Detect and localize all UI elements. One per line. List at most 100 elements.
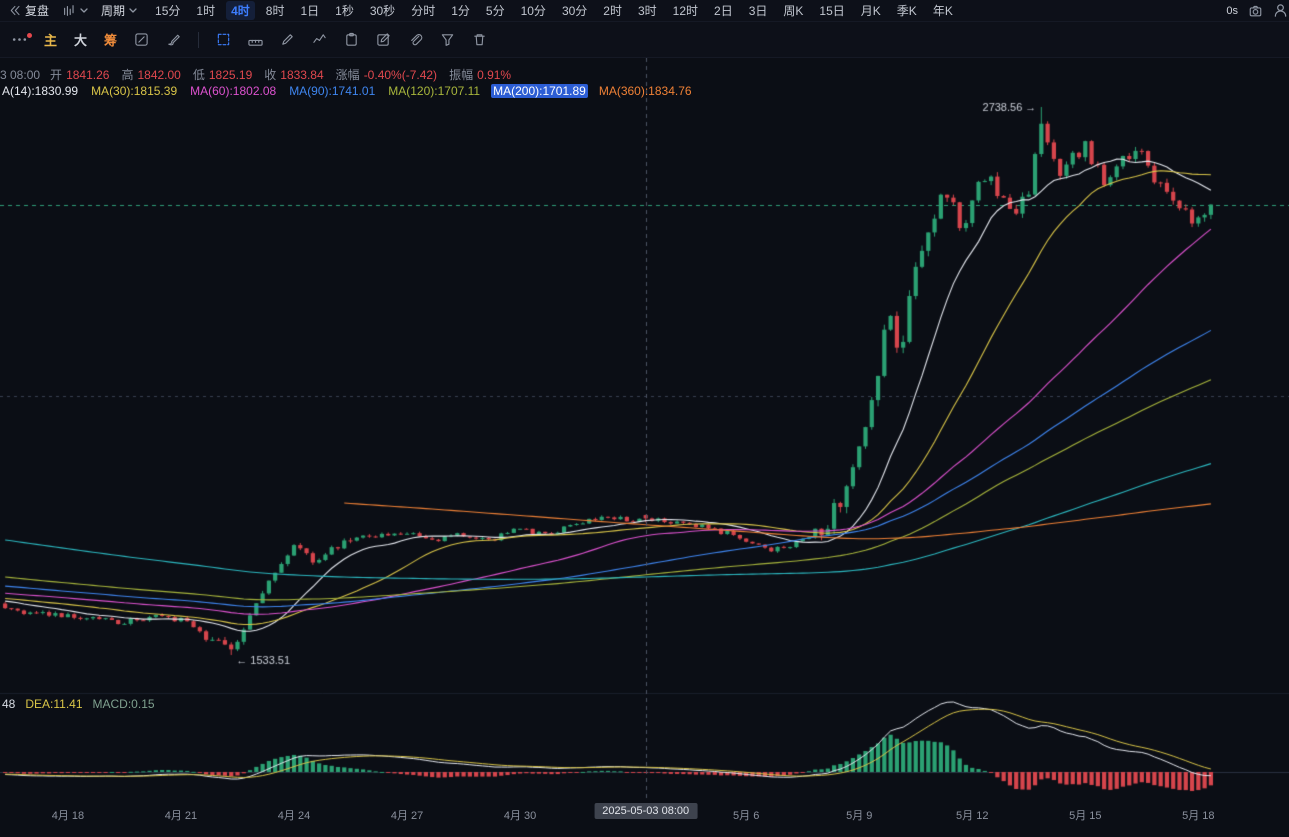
interval-button[interactable]: 1分 bbox=[446, 1, 475, 20]
ohlc-field: 收 1833.84 bbox=[264, 66, 323, 83]
ohlc-field-label: 涨幅 bbox=[335, 68, 360, 82]
ohlc-field: 开 1841.26 bbox=[50, 66, 109, 83]
chip-indicator-button[interactable]: 筹 bbox=[104, 33, 118, 48]
paperclip-icon[interactable] bbox=[408, 32, 423, 47]
ma-legend-row: A(14):1830.99 MA(30):1815.39 MA(60):1802.0… bbox=[0, 84, 694, 98]
user-profile-icon[interactable] bbox=[1273, 3, 1288, 18]
ohlc-field-value: 1842.00 bbox=[137, 68, 181, 82]
x-tick-label: 4月 18 bbox=[51, 810, 85, 822]
ohlc-field-label: 振幅 bbox=[449, 68, 474, 82]
ohlc-field: 涨幅 -0.40%(-7.42) bbox=[336, 66, 437, 83]
compose-icon[interactable] bbox=[376, 32, 391, 47]
interval-button[interactable]: 2日 bbox=[709, 1, 738, 20]
x-axis[interactable]: 4月 18 4月 21 4月 24 4月 27 4月 30 5月 6 5月 9 5月 12 5月… bbox=[0, 802, 1289, 826]
ohlc-field-label: 收 bbox=[264, 68, 277, 82]
interval-button[interactable]: 月K bbox=[856, 1, 886, 20]
ohlc-field: 低 1825.19 bbox=[193, 66, 252, 83]
brush-icon[interactable] bbox=[166, 32, 181, 47]
kline-type-icon bbox=[62, 4, 76, 18]
ohlc-field-value: -0.40%(-7.42) bbox=[363, 68, 438, 82]
pattern-icon[interactable] bbox=[312, 32, 327, 47]
interval-button[interactable]: 年K bbox=[928, 1, 958, 20]
ohlc-time-fragment: 3 08:00 bbox=[0, 68, 41, 82]
filter-icon[interactable] bbox=[440, 32, 455, 47]
big-indicator-button[interactable]: 大 bbox=[74, 33, 88, 48]
macd-legend-row: 48 DEA:11.41 MACD:0.15 bbox=[2, 697, 155, 711]
interval-button[interactable]: 4时 bbox=[226, 1, 255, 20]
annotate-icon[interactable] bbox=[134, 32, 149, 47]
drawing-toolbar: 主 大 筹 bbox=[0, 22, 1289, 58]
more-menu-button[interactable] bbox=[12, 33, 32, 42]
interval-button[interactable]: 15分 bbox=[150, 1, 185, 20]
replay-button[interactable]: 复盘 bbox=[8, 2, 49, 19]
interval-list: 15分 1时 4时 8时 1日 1秒 30秒 分时 1分 5分 10分 30分 2时 3时 12时 2日 3日周… bbox=[150, 1, 958, 20]
interval-button[interactable]: 1日 bbox=[295, 1, 324, 20]
x-tick-label: 5月 6 bbox=[733, 810, 760, 822]
chevron-down-icon bbox=[129, 8, 137, 13]
interval-button[interactable]: 5分 bbox=[481, 1, 510, 20]
pencil-icon[interactable] bbox=[280, 32, 295, 47]
ma-legend-item[interactable]: A(14):1830.99 bbox=[2, 84, 79, 98]
interval-button[interactable]: 周K bbox=[778, 1, 808, 20]
ohlc-field-value: 1841.26 bbox=[66, 68, 110, 82]
x-tick-label: 4月 30 bbox=[503, 810, 537, 822]
interval-button[interactable]: 2时 bbox=[598, 1, 627, 20]
ruler-icon[interactable] bbox=[248, 32, 263, 47]
ohlc-fields: 开 1841.26 高 1842.00 低 1825.19 收 1833.84 涨幅 -0.40%… bbox=[50, 66, 511, 83]
select-rect-icon[interactable] bbox=[216, 32, 231, 47]
ohlc-field-value: 1825.19 bbox=[208, 68, 253, 82]
x-tick-label: 5月 12 bbox=[956, 810, 989, 822]
ohlc-info-row: 3 08:00 开 1841.26 高 1842.00 低 1825.19 收 1833.84… bbox=[0, 66, 511, 83]
macd-legend-item: MACD:0.15 bbox=[92, 697, 155, 711]
interval-button[interactable]: 15日 bbox=[814, 1, 849, 20]
ohlc-field: 高 1842.00 bbox=[121, 66, 180, 83]
notification-dot bbox=[27, 33, 32, 38]
interval-button[interactable]: 季K bbox=[892, 1, 922, 20]
toolbar-divider bbox=[198, 31, 200, 48]
macd-legend-item: DEA:11.41 bbox=[25, 697, 83, 711]
ma-legend-item[interactable]: MA(30):1815.39 bbox=[91, 84, 178, 98]
ohlc-field-label: 开 bbox=[50, 68, 63, 82]
ohlc-field-label: 低 bbox=[192, 68, 205, 82]
interval-button[interactable]: 30分 bbox=[557, 1, 592, 20]
interval-button[interactable]: 3时 bbox=[633, 1, 662, 20]
ma-legend-item[interactable]: MA(200):1701.89 bbox=[491, 84, 588, 98]
interval-button[interactable]: 8时 bbox=[261, 1, 290, 20]
ma-legend-item[interactable]: MA(360):1834.76 bbox=[598, 84, 692, 98]
period-dropdown[interactable]: 周期 bbox=[101, 2, 137, 19]
interval-button[interactable]: 30秒 bbox=[365, 1, 400, 20]
chart-type-button[interactable] bbox=[62, 4, 88, 18]
topbar-right-group: 0s bbox=[1226, 3, 1287, 18]
chevron-down-icon bbox=[80, 8, 88, 13]
top-toolbar: 复盘 周期 15分 1时 4时 8时 1日 1秒 30秒 分时 1分 5分 10分 30分 2时 3时 12… bbox=[0, 0, 1289, 22]
macd-legend-item: 48 bbox=[2, 697, 16, 711]
timer-label: 0s bbox=[1226, 4, 1238, 17]
interval-button[interactable]: 1时 bbox=[191, 1, 220, 20]
clipboard-icon[interactable] bbox=[344, 32, 359, 47]
replay-icon bbox=[8, 4, 21, 17]
ohlc-field: 振幅 0.91% bbox=[449, 66, 511, 83]
main-indicator-button[interactable]: 主 bbox=[44, 33, 58, 48]
interval-button[interactable]: 分时 bbox=[406, 1, 440, 20]
crosshair-time-box: 2025-05-03 08:00 bbox=[594, 803, 698, 819]
ma-legend-item[interactable]: MA(90):1741.01 bbox=[289, 84, 376, 98]
camera-icon[interactable] bbox=[1248, 4, 1263, 18]
trash-icon[interactable] bbox=[472, 32, 487, 47]
interval-button[interactable]: 12时 bbox=[668, 1, 703, 20]
interval-button[interactable]: 3日 bbox=[744, 1, 773, 20]
ma-legend-item[interactable]: MA(60):1802.08 bbox=[190, 84, 277, 98]
period-label: 周期 bbox=[101, 4, 126, 18]
x-tick-label: 5月 18 bbox=[1182, 810, 1215, 822]
ohlc-field-value: 0.91% bbox=[477, 68, 512, 82]
x-tick-label: 4月 21 bbox=[164, 810, 198, 822]
x-tick-label: 5月 9 bbox=[846, 810, 873, 822]
interval-button[interactable]: 10分 bbox=[516, 1, 551, 20]
ohlc-field-label: 高 bbox=[121, 68, 134, 82]
x-tick-label: 4月 24 bbox=[277, 810, 311, 822]
x-tick-label: 4月 27 bbox=[390, 810, 424, 822]
x-tick-label: 5月 15 bbox=[1069, 810, 1102, 822]
ma-legend-item[interactable]: MA(120):1707.11 bbox=[388, 84, 481, 98]
interval-button[interactable]: 1秒 bbox=[330, 1, 359, 20]
replay-label: 复盘 bbox=[25, 4, 50, 18]
